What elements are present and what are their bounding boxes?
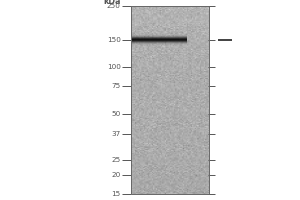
- Text: 150: 150: [107, 37, 121, 43]
- Text: 25: 25: [111, 157, 121, 163]
- Text: kDa: kDa: [103, 0, 121, 5]
- Text: 75: 75: [111, 83, 121, 89]
- Text: 37: 37: [111, 131, 121, 137]
- Text: 20: 20: [111, 172, 121, 178]
- Text: 50: 50: [111, 111, 121, 117]
- Text: 250: 250: [107, 3, 121, 9]
- Bar: [130, 6, 208, 194]
- Text: 15: 15: [111, 191, 121, 197]
- Text: 100: 100: [107, 64, 121, 70]
